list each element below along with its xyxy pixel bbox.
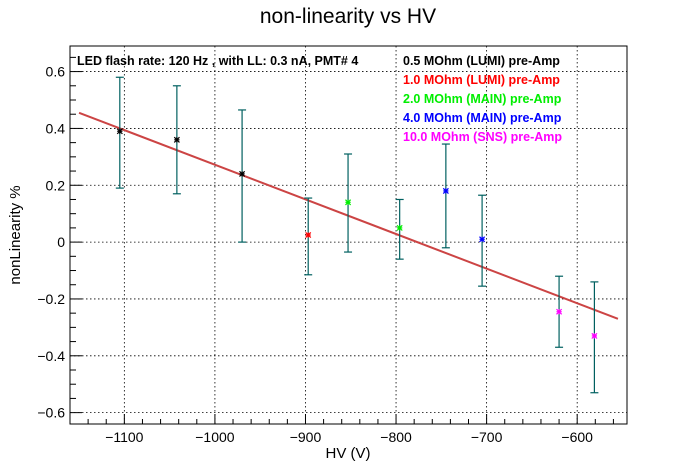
data-point (305, 231, 312, 239)
x-tick-label: −1000 (195, 429, 235, 445)
y-tick-label: 0 (57, 234, 65, 250)
x-axis-label: HV (V) (326, 445, 371, 462)
chart-title: non-linearity vs HV (260, 5, 436, 28)
data-point-marker (239, 170, 246, 177)
x-tick-label: −1100 (105, 429, 143, 445)
data-point (442, 187, 449, 194)
data-point-marker (556, 308, 563, 315)
legend-entry: 0.5 MOhm (LUMI) pre-Amp (403, 54, 560, 68)
x-tick-label: −900 (290, 429, 322, 445)
y-axis: −0.6 −0.4 −0.2 0 0.2 0.4 0.6 (37, 56, 82, 421)
y-tick-label: −0.2 (37, 291, 65, 307)
data-point-marker (479, 236, 486, 243)
legend-entry: 2.0 MOhm (MAIN) pre-Amp (403, 92, 562, 106)
data-point-marker (591, 332, 598, 339)
x-tick-label: −700 (471, 429, 503, 445)
data-point-marker (442, 187, 449, 194)
data-point-marker (173, 136, 180, 143)
data-point (173, 136, 180, 143)
y-tick-label: 0.2 (46, 177, 66, 193)
y-axis-label: nonLinearity % (7, 185, 24, 284)
y-tick-label: 0.4 (46, 120, 66, 136)
plot-frame (69, 45, 628, 425)
y-tick-label: −0.4 (37, 348, 65, 364)
legend: 0.5 MOhm (LUMI) pre-Amp 1.0 MOhm (LUMI) p… (403, 54, 562, 144)
y-tick-label: 0.6 (46, 64, 66, 80)
data-point-marker (305, 231, 312, 239)
legend-entry: 1.0 MOhm (LUMI) pre-Amp (403, 73, 560, 87)
data-point (239, 170, 246, 177)
data-point-marker (396, 224, 403, 231)
y-tick-label: −0.6 (37, 405, 65, 421)
legend-entry: 10.0 MOhm (SNS) pre-Amp (403, 130, 562, 144)
data-point-marker (345, 199, 352, 206)
legend-entry: 4.0 MOhm (MAIN) pre-Amp (403, 111, 562, 125)
data-points-group (115, 76, 599, 394)
data-point (345, 199, 352, 206)
data-point-marker (116, 128, 123, 135)
x-tick-label: −800 (380, 429, 412, 445)
x-axis: −1100 −1000 −900 −800 −700 −600 (69, 414, 614, 445)
data-point (591, 332, 598, 339)
annotation: LED flash rate: 120 Hz , with LL: 0.3 nA… (77, 54, 358, 68)
x-tick-label: −600 (561, 429, 593, 445)
data-point (479, 236, 486, 243)
data-point (556, 308, 563, 315)
data-point (396, 224, 403, 231)
data-point (116, 128, 123, 135)
